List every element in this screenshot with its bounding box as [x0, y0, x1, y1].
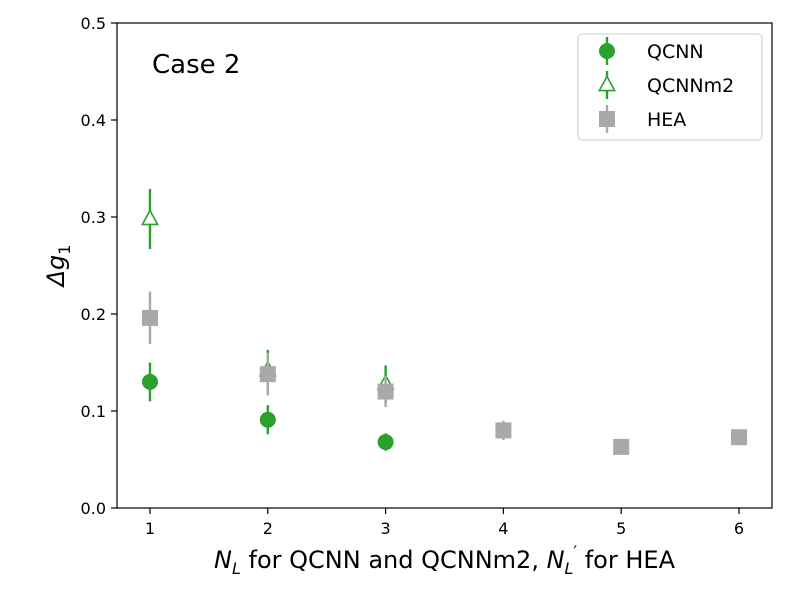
legend-box: [577, 33, 763, 141]
y-tick-label: 0.0: [81, 499, 106, 518]
x-axis-tail: for HEA: [577, 546, 675, 574]
data-point: [377, 383, 394, 400]
data-point: [259, 366, 276, 383]
x-axis-prime: ′: [573, 542, 577, 561]
x-tick-label: 3: [381, 519, 391, 538]
y-axis-sub: 1: [55, 245, 74, 255]
legend-marker: [598, 74, 616, 92]
x-axis-var-sub: L: [232, 559, 241, 578]
data-point: [259, 411, 276, 428]
plot-frame: [116, 22, 773, 509]
x-tick-label: 4: [498, 519, 508, 538]
legend-marker: [599, 111, 615, 127]
y-tick-label: 0.1: [81, 402, 106, 421]
x-axis-var: N: [214, 546, 232, 574]
x-tick-label: 2: [263, 519, 273, 538]
legend-marker: [599, 43, 615, 59]
y-axis-delta: Δ: [42, 270, 70, 288]
y-tick-label: 0.3: [81, 208, 106, 227]
series-qcnn: [141, 362, 394, 451]
legend-label: HEA: [647, 109, 686, 131]
data-point: [141, 373, 158, 390]
y-tick-label: 0.5: [81, 14, 106, 33]
data-point: [731, 429, 748, 446]
data-point: [613, 438, 630, 455]
plot-marks: [140, 188, 748, 455]
y-tick-label: 0.2: [81, 305, 106, 324]
case-annotation: Case 2: [152, 50, 240, 80]
data-point: [141, 309, 158, 326]
y-axis-label: Δg1: [42, 245, 74, 289]
x-tick-label: 6: [734, 519, 744, 538]
x-tick-label: 1: [145, 519, 155, 538]
data-point: [377, 434, 394, 451]
x-axis-mid: for QCNN and QCNNm2,: [241, 546, 547, 574]
x-axis-var2: N: [547, 546, 565, 574]
legend-label: QCNN: [647, 41, 704, 63]
legend: QCNN QCNNm2 HEA: [577, 33, 763, 141]
series-hea: [141, 291, 748, 455]
x-tick-label: 5: [616, 519, 626, 538]
data-point: [140, 208, 159, 226]
axes: 1 2 3 4 5 6 0.0 0.1 0.2 0.3 0.4 0.5: [81, 14, 745, 538]
y-tick-label: 0.4: [81, 111, 106, 130]
legend-label: QCNNm2: [647, 75, 734, 97]
y-axis-var: g: [42, 255, 70, 270]
data-point: [495, 422, 512, 439]
x-axis-label: NL for QCNN and QCNNm2, NL′ for HEA: [214, 542, 676, 578]
x-axis-var2-sub: L: [565, 559, 574, 578]
